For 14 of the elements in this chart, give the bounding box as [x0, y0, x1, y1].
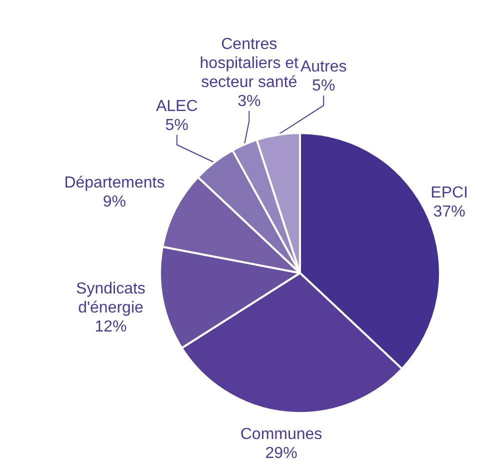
data-label: 5% [312, 77, 336, 94]
slice-label: Autres [300, 58, 347, 76]
data-label: 37% [433, 204, 466, 221]
slice-label: Syndicats d'énergie [76, 280, 146, 316]
slice-label: ALEC [156, 98, 198, 115]
slice-label: Centres hospitaliers et secteur santé [200, 36, 300, 91]
slice-label: Communes [240, 426, 322, 443]
data-label: 9% [102, 194, 126, 211]
data-label: 29% [265, 445, 298, 462]
data-label: 5% [165, 116, 188, 134]
data-label: 12% [94, 318, 127, 336]
data-label: 3% [238, 92, 261, 110]
slice-label: Départements [64, 174, 165, 192]
slice-label: EPCI [430, 184, 468, 202]
